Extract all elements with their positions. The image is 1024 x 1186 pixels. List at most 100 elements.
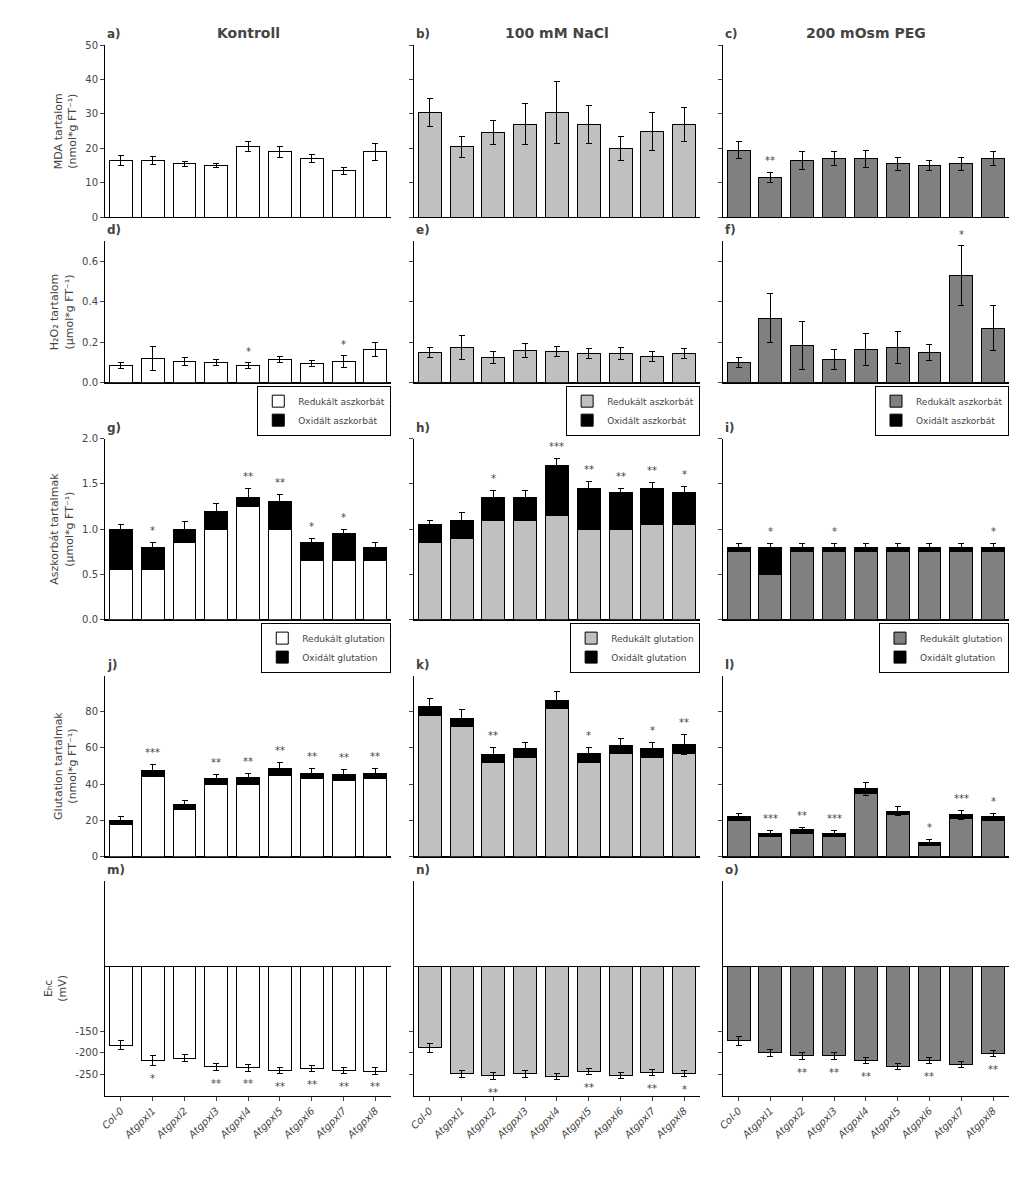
svg-text:Oxidált aszkorbát: Oxidált aszkorbát bbox=[607, 416, 686, 426]
svg-text:Atgpxl4: Atgpxl4 bbox=[217, 1105, 253, 1141]
svg-text:Atgpxl5: Atgpxl5 bbox=[867, 1105, 903, 1141]
svg-text:Atgpxl5: Atgpxl5 bbox=[558, 1105, 594, 1141]
svg-text:**: ** bbox=[339, 752, 349, 763]
svg-text:**: ** bbox=[307, 751, 317, 762]
svg-text:Eₕc(mV): Eₕc(mV) bbox=[42, 975, 69, 1002]
svg-text:Oxidált glutation: Oxidált glutation bbox=[611, 653, 686, 663]
svg-text:**: ** bbox=[647, 1083, 657, 1094]
svg-text:*: * bbox=[682, 469, 687, 480]
svg-text:m): m) bbox=[107, 863, 125, 877]
svg-text:100 mM NaCl: 100 mM NaCl bbox=[505, 25, 609, 41]
svg-text:h): h) bbox=[416, 421, 430, 435]
svg-text:2.0: 2.0 bbox=[82, 433, 98, 444]
svg-text:***: *** bbox=[827, 813, 842, 824]
svg-text:Atgpxl3: Atgpxl3 bbox=[186, 1105, 222, 1141]
svg-text:Atgpxl3: Atgpxl3 bbox=[803, 1105, 839, 1141]
svg-text:i): i) bbox=[725, 421, 735, 435]
svg-text:c): c) bbox=[725, 27, 738, 41]
svg-text:**: ** bbox=[488, 1087, 498, 1098]
svg-text:Atgpxl1: Atgpxl1 bbox=[740, 1105, 776, 1141]
svg-text:***: *** bbox=[763, 813, 778, 824]
svg-text:**: ** bbox=[275, 477, 285, 488]
svg-text:Redukált glutation: Redukált glutation bbox=[302, 634, 384, 644]
svg-text:**: ** bbox=[647, 465, 657, 476]
svg-text:*: * bbox=[341, 512, 346, 523]
svg-text:j): j) bbox=[107, 658, 118, 672]
svg-text:Atgpxl7: Atgpxl7 bbox=[313, 1105, 349, 1141]
svg-text:0.0: 0.0 bbox=[82, 377, 98, 388]
svg-text:**: ** bbox=[243, 756, 253, 767]
svg-text:H₂O₂ tartalom(μmol*g FT⁻¹): H₂O₂ tartalom(μmol*g FT⁻¹) bbox=[48, 274, 75, 350]
svg-text:*: * bbox=[150, 1073, 155, 1084]
svg-text:50: 50 bbox=[85, 40, 98, 51]
svg-text:**: ** bbox=[765, 155, 775, 166]
svg-text:**: ** bbox=[488, 730, 498, 741]
svg-text:1.5: 1.5 bbox=[82, 478, 98, 489]
svg-text:Col-0: Col-0 bbox=[718, 1105, 744, 1131]
svg-text:Oxidált aszkorbát: Oxidált aszkorbát bbox=[916, 416, 995, 426]
svg-text:**: ** bbox=[679, 717, 689, 728]
svg-text:Atgpxl6: Atgpxl6 bbox=[590, 1105, 626, 1141]
svg-text:Atgpxl5: Atgpxl5 bbox=[249, 1105, 285, 1141]
svg-text:*: * bbox=[150, 525, 155, 536]
svg-text:20: 20 bbox=[85, 143, 98, 154]
svg-text:60: 60 bbox=[85, 742, 98, 753]
svg-text:**: ** bbox=[275, 1081, 285, 1092]
svg-text:Atgpxl2: Atgpxl2 bbox=[771, 1105, 807, 1141]
svg-text:-150: -150 bbox=[75, 1026, 98, 1037]
svg-text:**: ** bbox=[339, 1081, 349, 1092]
svg-text:*: * bbox=[341, 339, 346, 350]
svg-text:Oxidált aszkorbát: Oxidált aszkorbát bbox=[298, 416, 377, 426]
svg-text:**: ** bbox=[829, 1067, 839, 1078]
svg-text:Atgpxl8: Atgpxl8 bbox=[962, 1105, 998, 1141]
svg-text:20: 20 bbox=[85, 815, 98, 826]
svg-text:*: * bbox=[309, 521, 314, 532]
svg-text:*: * bbox=[927, 822, 932, 833]
svg-text:200 mOsm PEG: 200 mOsm PEG bbox=[806, 25, 926, 41]
svg-text:0.0: 0.0 bbox=[82, 614, 98, 625]
svg-text:Redukált aszkorbát: Redukált aszkorbát bbox=[298, 397, 385, 407]
svg-text:Atgpxl4: Atgpxl4 bbox=[526, 1105, 562, 1141]
svg-text:Atgpxl1: Atgpxl1 bbox=[122, 1105, 158, 1141]
svg-text:*: * bbox=[491, 473, 496, 484]
svg-text:***: *** bbox=[549, 441, 564, 452]
svg-text:Atgpxl1: Atgpxl1 bbox=[431, 1105, 467, 1141]
svg-text:0: 0 bbox=[92, 851, 98, 862]
svg-text:Atgpxl6: Atgpxl6 bbox=[281, 1105, 317, 1141]
svg-text:Atgpxl4: Atgpxl4 bbox=[835, 1105, 871, 1141]
svg-text:0.2: 0.2 bbox=[82, 337, 98, 348]
svg-text:0.6: 0.6 bbox=[82, 256, 98, 267]
svg-text:*: * bbox=[650, 725, 655, 736]
svg-text:40: 40 bbox=[85, 74, 98, 85]
svg-text:f): f) bbox=[725, 223, 736, 237]
svg-text:0.4: 0.4 bbox=[82, 296, 98, 307]
svg-text:**: ** bbox=[211, 757, 221, 768]
svg-text:**: ** bbox=[275, 745, 285, 756]
svg-text:Atgpxl8: Atgpxl8 bbox=[345, 1105, 381, 1141]
svg-text:Oxidált glutation: Oxidált glutation bbox=[302, 653, 377, 663]
svg-text:a): a) bbox=[107, 27, 121, 41]
svg-text:***: *** bbox=[954, 793, 969, 804]
svg-text:-200: -200 bbox=[75, 1047, 98, 1058]
svg-text:k): k) bbox=[416, 658, 429, 672]
svg-text:**: ** bbox=[307, 1079, 317, 1090]
svg-text:Kontroll: Kontroll bbox=[217, 25, 280, 41]
svg-text:*: * bbox=[246, 346, 251, 357]
svg-text:Redukált glutation: Redukált glutation bbox=[611, 634, 693, 644]
svg-text:Atgpxl8: Atgpxl8 bbox=[653, 1105, 689, 1141]
svg-text:**: ** bbox=[211, 1078, 221, 1089]
svg-text:Oxidált glutation: Oxidált glutation bbox=[920, 653, 995, 663]
svg-text:*: * bbox=[768, 526, 773, 537]
svg-text:l): l) bbox=[725, 658, 735, 672]
svg-text:Redukált aszkorbát: Redukált aszkorbát bbox=[916, 397, 1003, 407]
svg-text:*: * bbox=[586, 730, 591, 741]
svg-text:d): d) bbox=[107, 223, 121, 237]
svg-text:g): g) bbox=[107, 421, 121, 435]
svg-text:**: ** bbox=[924, 1071, 934, 1082]
svg-text:Atgpxl2: Atgpxl2 bbox=[154, 1105, 190, 1141]
svg-text:0.5: 0.5 bbox=[82, 569, 98, 580]
svg-text:e): e) bbox=[416, 223, 430, 237]
svg-text:*: * bbox=[832, 526, 837, 537]
svg-text:**: ** bbox=[370, 1081, 380, 1092]
svg-text:**: ** bbox=[370, 751, 380, 762]
